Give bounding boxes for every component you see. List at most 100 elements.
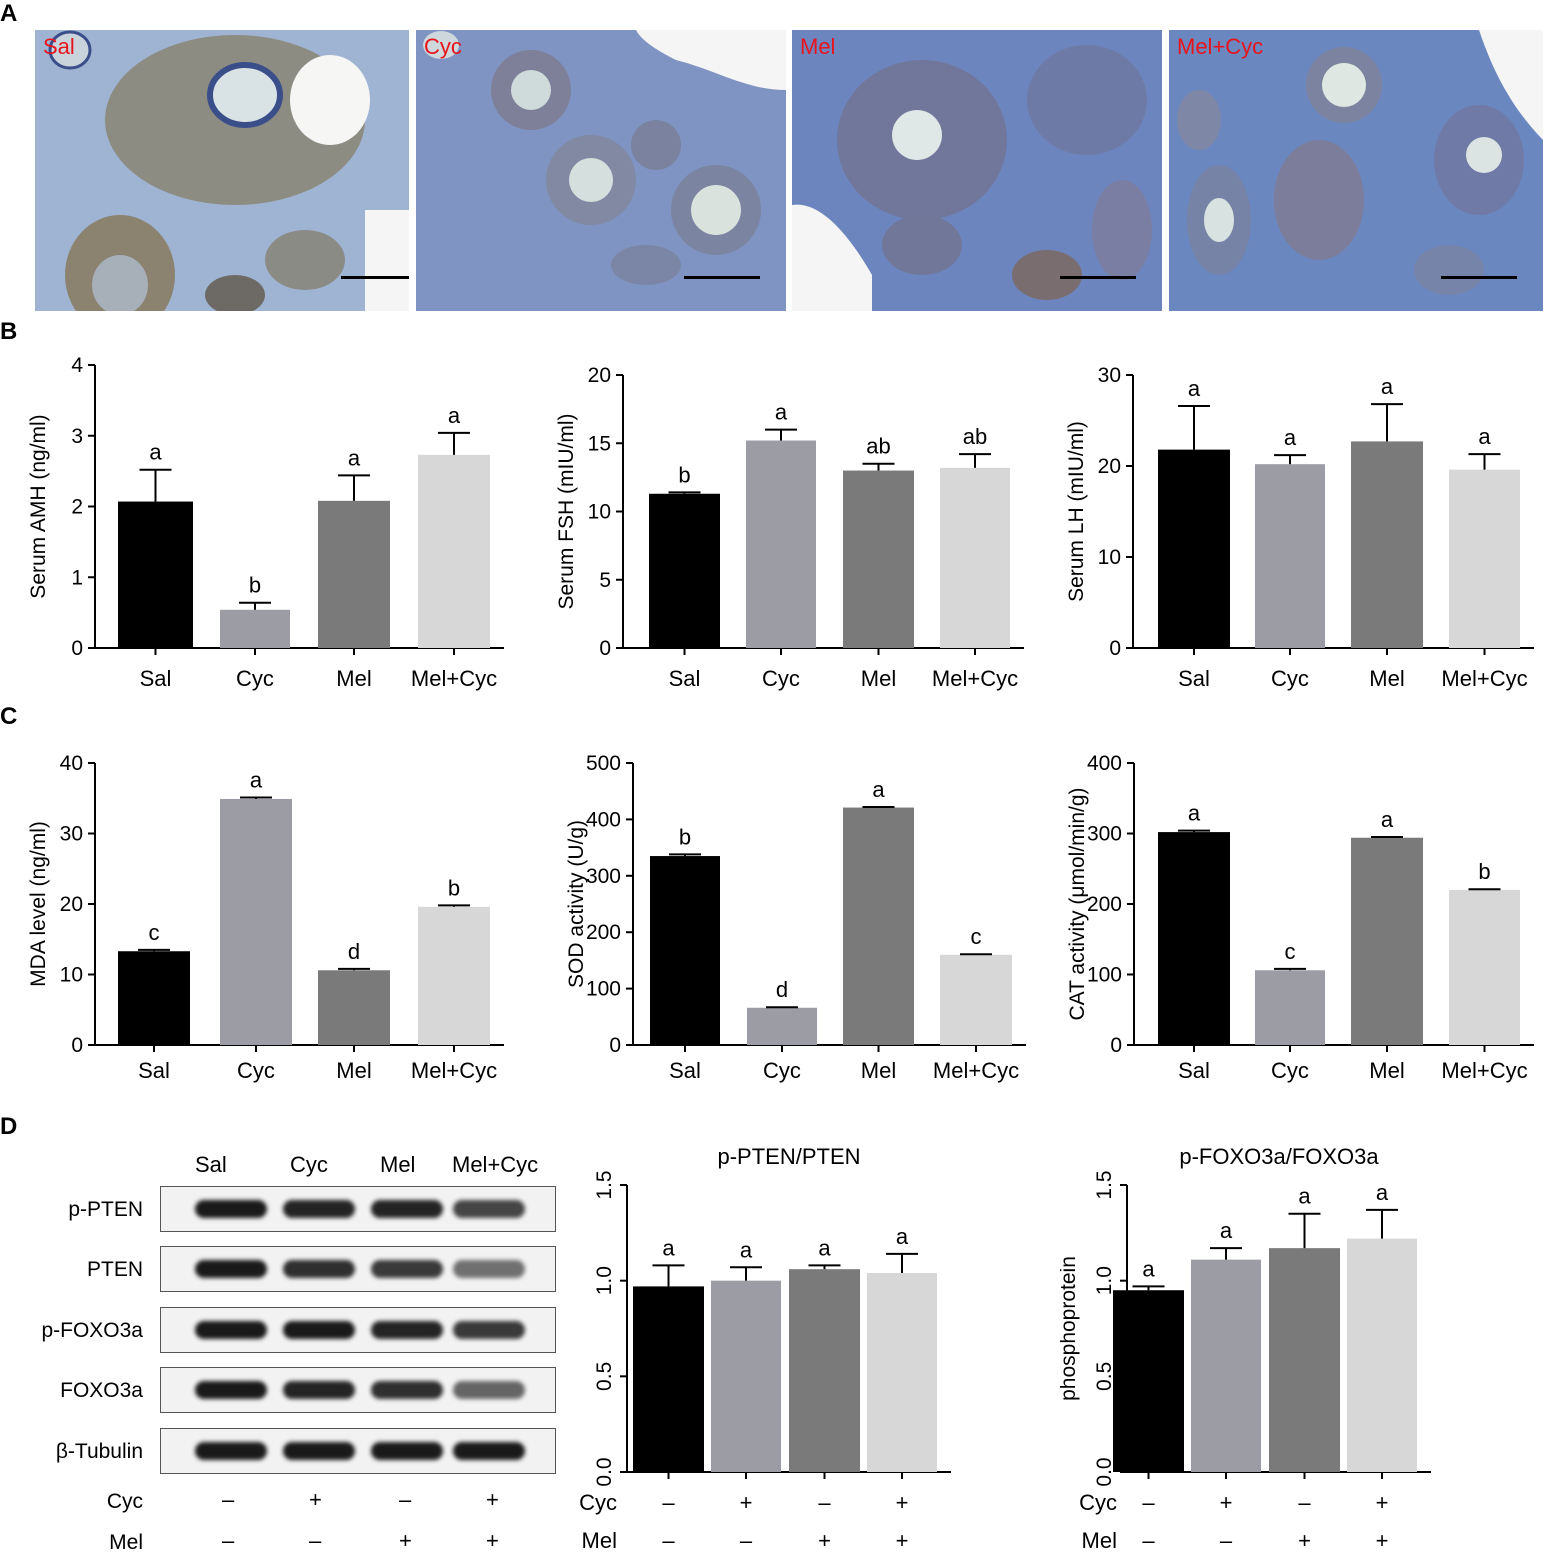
blot-band xyxy=(453,1321,525,1339)
x-tick-label: Mel xyxy=(1369,666,1404,691)
treatment-sign: – xyxy=(1220,1528,1233,1553)
blot-row-p-foxo3a xyxy=(160,1307,556,1353)
significance-letter: a xyxy=(1188,801,1201,826)
blot-row-label: PTEN xyxy=(86,1258,143,1281)
y-tick-label: 1 xyxy=(71,566,83,589)
panel-letter-c: C xyxy=(0,703,18,730)
treatment-sign: + xyxy=(818,1528,831,1553)
blot-band xyxy=(195,1260,267,1278)
blot-row-p-pten xyxy=(160,1186,556,1232)
x-tick-label: Mel+Cyc xyxy=(1441,666,1527,691)
chart-serum-fsh: 0 5 10 15 20 b Sal a Cyc ab Mel ab Mel+Cyc Serum FSH … xyxy=(555,364,1024,691)
y-tick-label: 300 xyxy=(1087,823,1122,846)
significance-letter: ab xyxy=(963,424,987,449)
y-tick-label: 5 xyxy=(599,569,611,592)
blot-band xyxy=(195,1381,267,1399)
x-tick-label: Cyc xyxy=(236,666,274,691)
blot-band xyxy=(283,1381,355,1399)
blot-band xyxy=(283,1321,355,1339)
scale-bar xyxy=(1060,276,1136,279)
treatment-label-cyc: Cyc xyxy=(106,1490,143,1513)
panel-letter-a: A xyxy=(0,0,18,27)
bar xyxy=(1113,1290,1184,1472)
y-axis-label: Serum LH (mIU/ml) xyxy=(1065,421,1088,602)
treatment-sign: – xyxy=(1298,1490,1311,1515)
western-blot: Sal Cyc Mel Mel+Cyc p-PTEN PTEN p-FOXO3a… xyxy=(0,1120,600,1560)
y-axis-label: phosphoprotein xyxy=(1060,1256,1080,1401)
significance-letter: b xyxy=(448,875,460,900)
significance-letter: a xyxy=(1376,1180,1389,1205)
treatment-label: Cyc xyxy=(580,1490,617,1515)
bar xyxy=(940,954,1012,1045)
y-axis-label: CAT activity (μmol/min/g) xyxy=(1066,787,1089,1020)
treatment-sign: + xyxy=(896,1528,909,1553)
bar xyxy=(1158,449,1230,648)
blot-band xyxy=(371,1381,443,1399)
y-tick-label: 10 xyxy=(60,964,83,987)
scale-bar xyxy=(341,276,409,279)
x-tick-label: Mel xyxy=(336,1058,371,1083)
blot-band xyxy=(283,1260,355,1278)
significance-letter: c xyxy=(971,924,982,949)
x-tick-label: Mel+Cyc xyxy=(411,1058,497,1083)
x-tick-label: Mel xyxy=(861,1058,896,1083)
chart-sod-activity: 0 100 200 300 400 500 b Sal d Cyc a Mel c Mel+Cyc SOD … xyxy=(565,752,1026,1083)
y-tick-label: 0.5 xyxy=(1093,1362,1116,1391)
bar xyxy=(418,906,490,1045)
blot-band xyxy=(453,1200,525,1218)
bar xyxy=(118,951,190,1045)
significance-letter: b xyxy=(679,824,691,849)
treatment-sign: – xyxy=(1142,1490,1155,1515)
blot-row-foxo3a xyxy=(160,1367,556,1413)
significance-letter: a xyxy=(896,1224,909,1249)
lane-label-cyc: Cyc xyxy=(290,1152,328,1177)
y-axis-label: MDA level (ng/ml) xyxy=(27,821,50,987)
y-tick-label: 400 xyxy=(1087,752,1122,775)
blot-row-label: p-FOXO3a xyxy=(41,1319,143,1342)
significance-letter: ab xyxy=(866,434,890,459)
bar xyxy=(1347,1238,1417,1472)
y-tick-label: 1.0 xyxy=(1093,1266,1116,1295)
blot-band xyxy=(371,1442,443,1460)
x-tick-label: Mel+Cyc xyxy=(933,1058,1019,1083)
y-tick-label: 0 xyxy=(1110,1034,1122,1057)
x-tick-label: Cyc xyxy=(763,1058,801,1083)
y-tick-label: 0 xyxy=(71,637,83,660)
y-tick-label: 200 xyxy=(1087,893,1122,916)
bar xyxy=(1191,1259,1261,1472)
treatment-sign: + xyxy=(896,1490,909,1515)
treatment-sign: + xyxy=(1220,1490,1233,1515)
significance-letter: b xyxy=(249,573,261,598)
significance-letter: a xyxy=(818,1235,831,1260)
treatment-label: Mel xyxy=(1082,1528,1117,1553)
y-axis-label: SOD activity (U/g) xyxy=(565,820,588,988)
blot-band xyxy=(195,1200,267,1218)
chart-serum-lh: 0 10 20 30 a Sal a Cyc a Mel a Mel+Cyc Serum LH (mIU… xyxy=(1065,364,1534,691)
bar xyxy=(1449,469,1520,648)
blot-band xyxy=(195,1321,267,1339)
x-tick-label: Cyc xyxy=(1271,1058,1309,1083)
y-tick-label: 30 xyxy=(1098,364,1121,387)
blot-band xyxy=(371,1321,443,1339)
panel-letter-d: D xyxy=(0,1113,18,1140)
x-tick-label: Sal xyxy=(138,1058,170,1083)
y-tick-label: 3 xyxy=(71,425,83,448)
chart-mda-level: 0 10 20 30 40 c Sal a Cyc d Mel b Mel+Cyc MDA level (… xyxy=(27,752,504,1083)
y-tick-label: 1.0 xyxy=(593,1266,616,1295)
blot-band xyxy=(195,1442,267,1460)
blot-band xyxy=(453,1442,525,1460)
y-tick-label: 100 xyxy=(1087,964,1122,987)
bar xyxy=(649,493,720,648)
blot-band xyxy=(283,1200,355,1218)
blot-row-label: FOXO3a xyxy=(60,1379,143,1402)
treatment-sign: – xyxy=(662,1490,675,1515)
bar xyxy=(418,454,490,648)
y-tick-label: 0.5 xyxy=(593,1362,616,1391)
significance-letter: a xyxy=(872,777,885,802)
significance-letter: a xyxy=(775,400,788,425)
micrograph-label: Cyc xyxy=(424,34,462,59)
y-axis-label: Serum FSH (mIU/ml) xyxy=(555,414,578,610)
treatment-sign: + xyxy=(399,1528,412,1553)
significance-letter: a xyxy=(1298,1184,1311,1209)
bar xyxy=(789,1269,860,1472)
